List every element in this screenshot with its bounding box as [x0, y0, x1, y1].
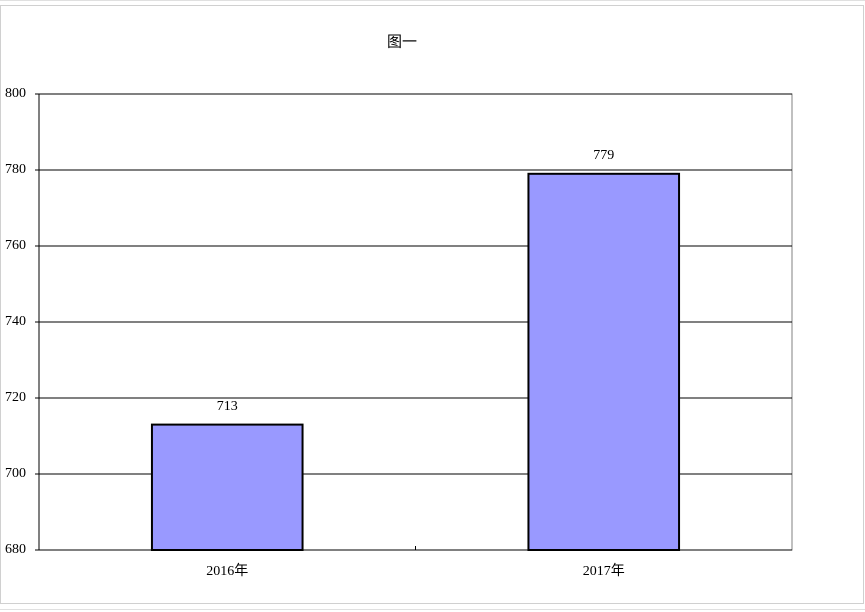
y-tick-label: 800: [5, 86, 26, 101]
y-tick-label: 760: [5, 238, 26, 253]
x-tick-label: 2017年: [583, 563, 625, 579]
x-tick-label: 2016年: [206, 563, 248, 579]
bar: [527, 172, 681, 552]
data-label: 779: [593, 148, 614, 163]
y-tick-label: 720: [5, 390, 26, 405]
data-label: 713: [217, 399, 238, 414]
y-tick-label: 780: [5, 162, 26, 177]
y-tick-label: 700: [5, 466, 26, 481]
y-tick-label: 740: [5, 314, 26, 329]
bar: [150, 423, 304, 552]
chart-title: 图一: [387, 33, 417, 51]
chart-frame: [0, 5, 864, 604]
y-tick-label: 680: [5, 542, 26, 557]
